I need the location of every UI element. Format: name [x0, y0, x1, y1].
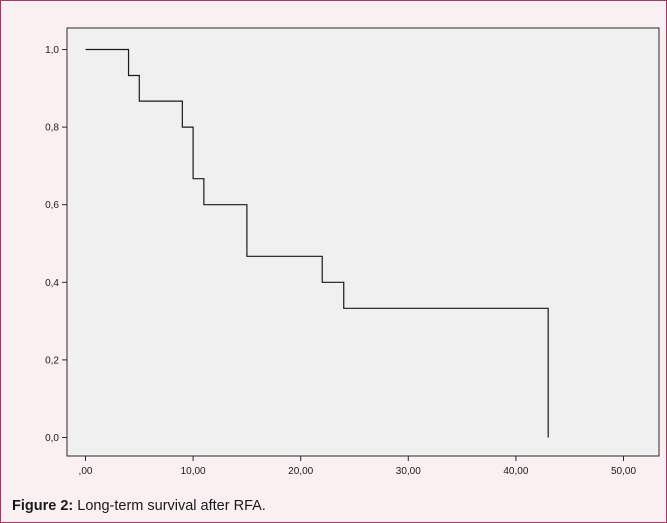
x-tick-label: 40,00 — [503, 466, 528, 477]
y-axis: 0,0 0,2 0,4 0,6 0,8 1,0 — [45, 45, 67, 444]
x-tick-label: 20,00 — [288, 466, 313, 477]
figure-caption: Figure 2: Long-term survival after RFA. — [12, 498, 266, 514]
x-tick-label: 10,00 — [181, 466, 206, 477]
y-tick-label: 0,2 — [45, 355, 59, 366]
x-tick-label: ,00 — [79, 466, 93, 477]
y-tick-label: 0,4 — [45, 278, 59, 289]
y-tick-label: 1,0 — [45, 45, 59, 56]
figure-caption-text: Long-term survival after RFA. — [73, 498, 266, 514]
x-tick-label: 50,00 — [611, 466, 636, 477]
y-tick-label: 0,0 — [45, 433, 59, 444]
x-tick-label: 30,00 — [396, 466, 421, 477]
figure-caption-label: Figure 2: — [12, 498, 74, 514]
x-axis: ,00 10,00 20,00 30,00 40,00 50,00 — [79, 456, 636, 477]
plot-area — [66, 27, 660, 457]
y-tick-label: 0,6 — [45, 200, 59, 211]
survival-step-line — [85, 48, 549, 438]
y-tick-label: 0,8 — [45, 123, 59, 134]
